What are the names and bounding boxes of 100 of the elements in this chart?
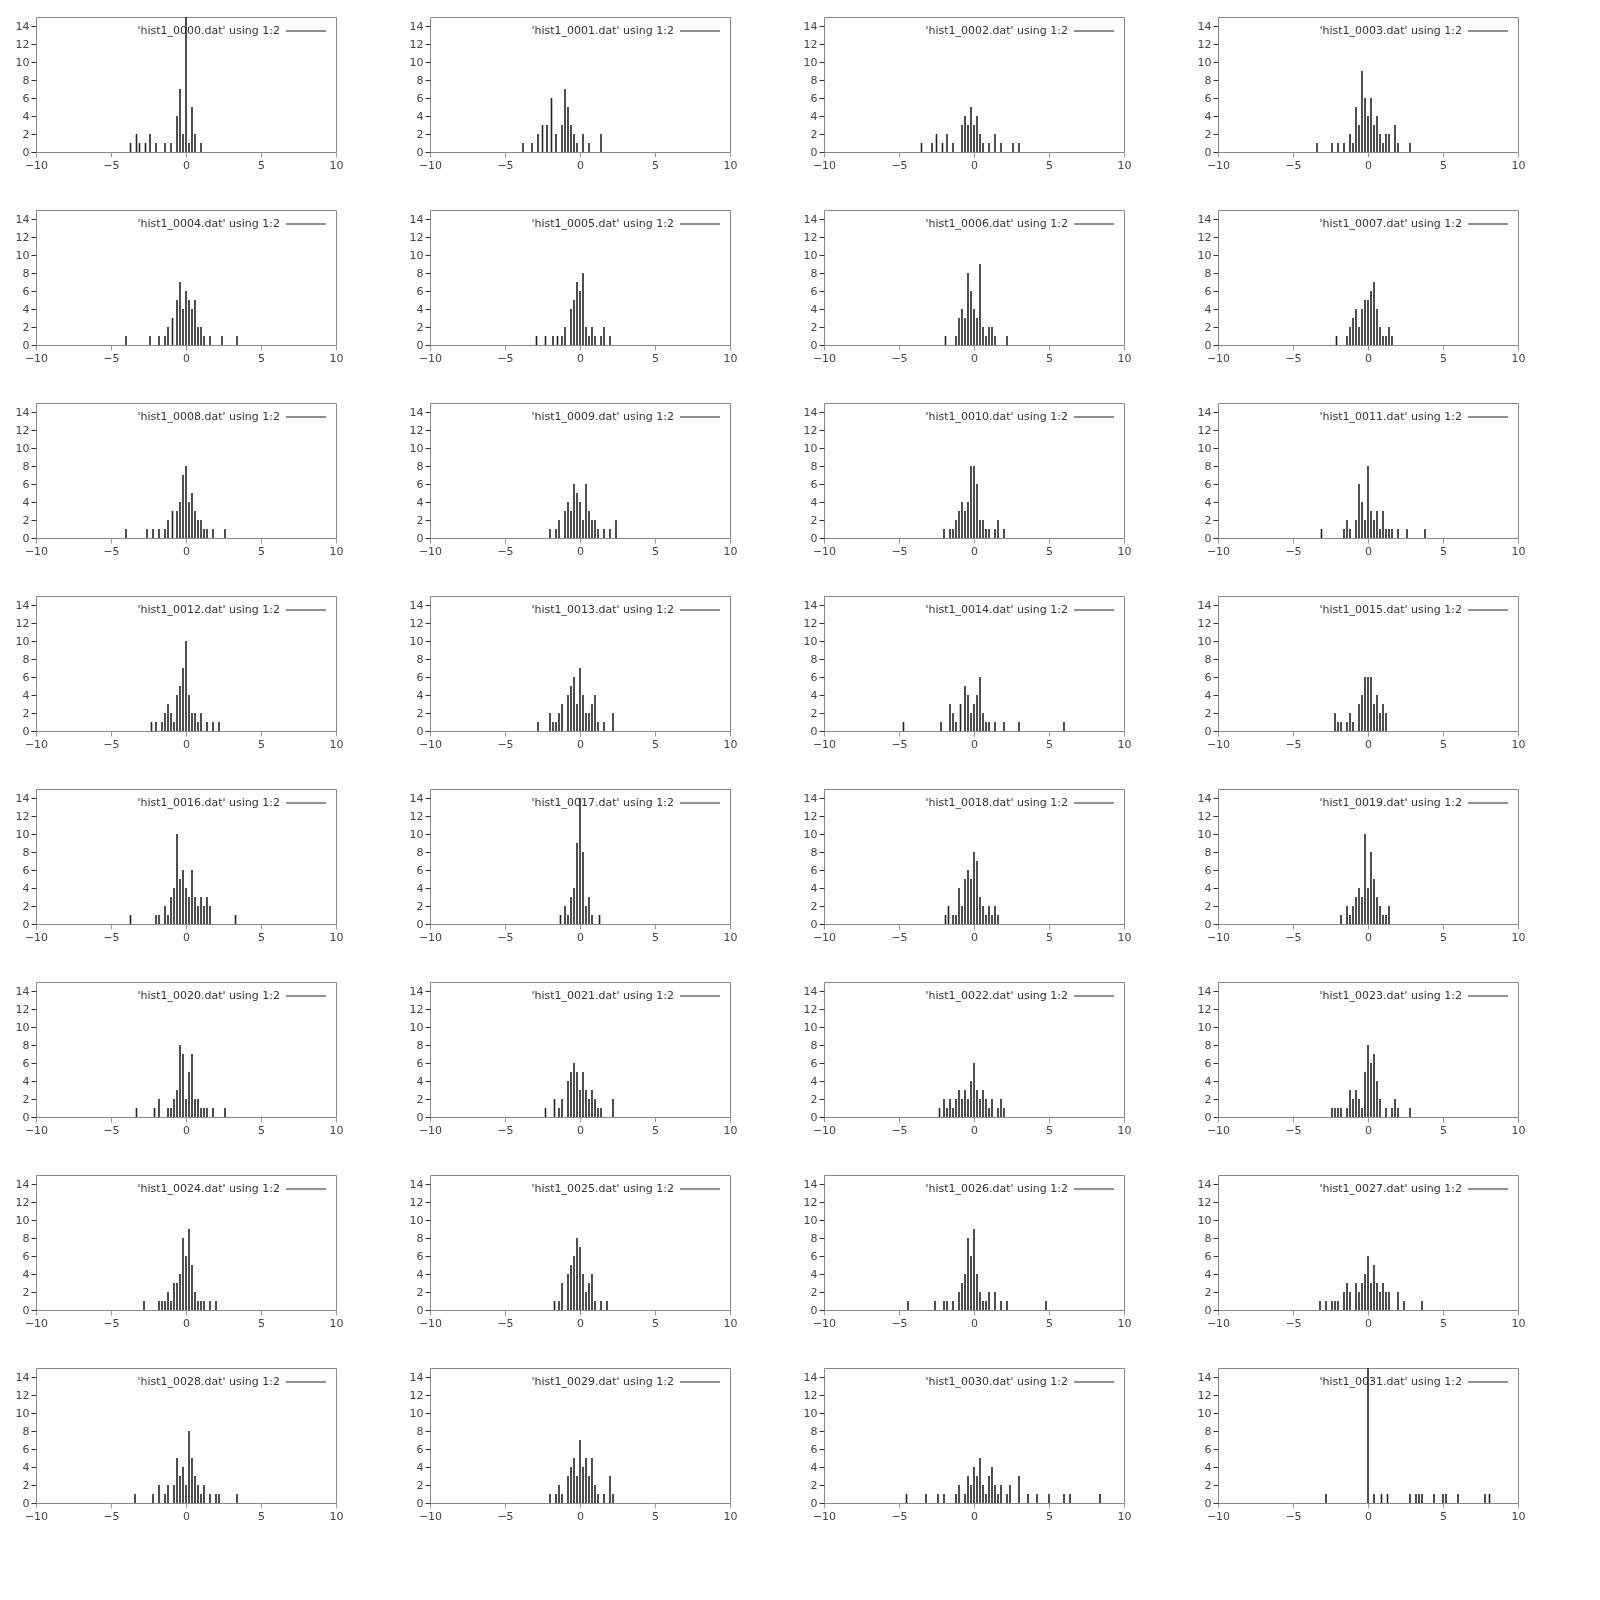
- x-tick-label: −5: [497, 1509, 514, 1523]
- x-tick-label: −10: [24, 158, 49, 172]
- legend-label: 'hist1_0021.dat' using 1:2: [531, 989, 674, 1002]
- x-tick-label: −5: [103, 158, 120, 172]
- legend-label: 'hist1_0013.dat' using 1:2: [531, 603, 674, 616]
- y-tick-label: 4: [1204, 1074, 1212, 1088]
- y-tick-label: 12: [803, 1195, 818, 1209]
- x-tick-label: 0: [971, 351, 978, 365]
- x-tick-label: 10: [1511, 930, 1526, 944]
- y-tick-label: 4: [22, 109, 30, 123]
- x-tick-label: 10: [723, 1509, 738, 1523]
- legend-label: 'hist1_0023.dat' using 1:2: [1319, 989, 1462, 1002]
- y-tick-label: 10: [15, 441, 30, 455]
- y-tick-label: 0: [416, 724, 424, 738]
- x-tick-label: −10: [1206, 351, 1231, 365]
- x-tick-label: 10: [723, 930, 738, 944]
- y-tick-label: 12: [1197, 1002, 1212, 1016]
- legend-label: 'hist1_0024.dat' using 1:2: [137, 1182, 280, 1195]
- x-tick-label: −5: [497, 158, 514, 172]
- y-tick-label: 10: [15, 1020, 30, 1034]
- x-tick-label: 0: [577, 158, 584, 172]
- y-tick-label: 6: [810, 477, 818, 491]
- x-tick-label: −10: [24, 1123, 49, 1137]
- y-tick-label: 4: [416, 302, 424, 316]
- legend-label: 'hist1_0022.dat' using 1:2: [925, 989, 1068, 1002]
- y-tick-label: 0: [416, 917, 424, 931]
- y-tick-label: 0: [1204, 724, 1212, 738]
- legend-label: 'hist1_0029.dat' using 1:2: [531, 1375, 674, 1388]
- x-tick-label: 0: [971, 1316, 978, 1330]
- y-tick-label: 6: [810, 1056, 818, 1070]
- y-tick-label: 2: [22, 1285, 30, 1299]
- y-tick-label: 2: [810, 320, 818, 334]
- y-tick-label: 12: [15, 616, 30, 630]
- y-tick-label: 14: [15, 791, 30, 805]
- y-tick-label: 4: [810, 881, 818, 895]
- y-tick-label: 0: [1204, 1496, 1212, 1510]
- x-tick-label: 10: [1117, 351, 1132, 365]
- y-tick-label: 2: [22, 706, 30, 720]
- y-tick-label: 12: [15, 1002, 30, 1016]
- y-tick-label: 14: [15, 1370, 30, 1384]
- x-tick-label: −10: [1206, 158, 1231, 172]
- x-tick-label: −10: [24, 1509, 49, 1523]
- x-tick-label: 0: [1365, 544, 1372, 558]
- x-tick-label: 5: [1440, 544, 1447, 558]
- x-tick-label: 5: [1440, 158, 1447, 172]
- y-tick-label: 2: [22, 1478, 30, 1492]
- y-tick-label: 4: [416, 1460, 424, 1474]
- x-tick-label: 10: [1511, 544, 1526, 558]
- y-tick-label: 12: [409, 1195, 424, 1209]
- y-tick-label: 12: [409, 37, 424, 51]
- x-tick-label: −10: [812, 158, 837, 172]
- x-tick-label: 5: [258, 1509, 265, 1523]
- y-tick-label: 0: [416, 1110, 424, 1124]
- x-tick-label: −5: [497, 1123, 514, 1137]
- legend-label: 'hist1_0025.dat' using 1:2: [531, 1182, 674, 1195]
- y-tick-label: 0: [1204, 917, 1212, 931]
- legend-label: 'hist1_0011.dat' using 1:2: [1319, 410, 1462, 423]
- y-tick-label: 0: [22, 338, 30, 352]
- x-tick-label: −5: [891, 737, 908, 751]
- x-tick-label: 0: [971, 930, 978, 944]
- x-tick-label: 5: [1046, 1509, 1053, 1523]
- y-tick-label: 2: [1204, 513, 1212, 527]
- y-tick-label: 0: [416, 531, 424, 545]
- y-tick-label: 4: [810, 495, 818, 509]
- y-tick-label: 14: [1197, 791, 1212, 805]
- x-tick-label: 5: [1046, 737, 1053, 751]
- x-tick-label: −10: [24, 351, 49, 365]
- x-tick-label: −10: [1206, 737, 1231, 751]
- y-tick-label: 2: [22, 320, 30, 334]
- y-tick-label: 12: [409, 616, 424, 630]
- y-tick-label: 6: [1204, 91, 1212, 105]
- y-tick-label: 4: [810, 1460, 818, 1474]
- x-tick-label: −10: [418, 1509, 443, 1523]
- y-tick-label: 2: [1204, 706, 1212, 720]
- y-tick-label: 2: [416, 1092, 424, 1106]
- y-tick-label: 4: [810, 302, 818, 316]
- y-tick-label: 10: [409, 634, 424, 648]
- y-tick-label: 4: [416, 495, 424, 509]
- legend-label: 'hist1_0008.dat' using 1:2: [137, 410, 280, 423]
- y-tick-label: 0: [416, 1496, 424, 1510]
- x-tick-label: −5: [103, 1316, 120, 1330]
- y-tick-label: 0: [1204, 531, 1212, 545]
- y-tick-label: 6: [810, 670, 818, 684]
- y-tick-label: 8: [22, 266, 30, 280]
- legend-label: 'hist1_0020.dat' using 1:2: [137, 989, 280, 1002]
- y-tick-label: 6: [416, 1249, 424, 1263]
- x-tick-label: 5: [1440, 1509, 1447, 1523]
- y-tick-label: 6: [22, 477, 30, 491]
- x-tick-label: 5: [652, 1316, 659, 1330]
- y-tick-label: 2: [810, 513, 818, 527]
- y-tick-label: 0: [22, 145, 30, 159]
- y-tick-label: 10: [409, 55, 424, 69]
- y-tick-label: 14: [803, 598, 818, 612]
- y-tick-label: 14: [1197, 405, 1212, 419]
- y-tick-label: 14: [1197, 212, 1212, 226]
- y-tick-label: 10: [409, 1213, 424, 1227]
- x-tick-label: 10: [723, 158, 738, 172]
- y-tick-label: 12: [1197, 37, 1212, 51]
- y-tick-label: 12: [803, 1002, 818, 1016]
- x-tick-label: 0: [1365, 1316, 1372, 1330]
